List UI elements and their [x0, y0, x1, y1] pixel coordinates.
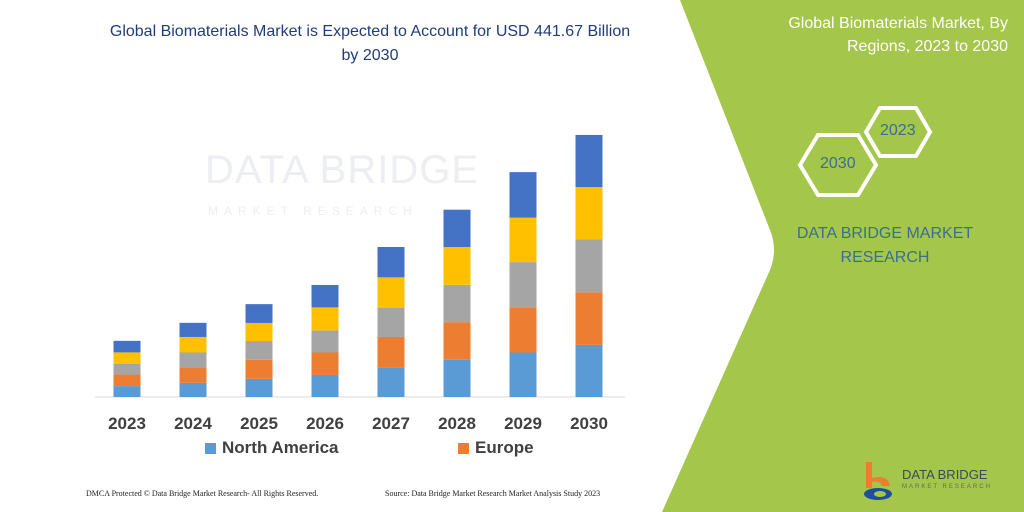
bar-segment-2030-series-1: [575, 292, 603, 345]
hex-label-2030: 2030: [820, 155, 856, 172]
x-tick-label: 2025: [240, 414, 278, 433]
logo-text: DATA BRIDGE: [902, 467, 988, 482]
side-panel-title: Global Biomaterials Market, By Regions, …: [788, 15, 1008, 55]
bar-segment-2023-series-2: [113, 363, 141, 375]
x-tick-label: 2023: [108, 414, 146, 433]
hexagon-2023: [863, 106, 933, 158]
watermark-text: DATA BRIDGE: [205, 148, 480, 192]
bar-segment-2028-series-2: [443, 284, 471, 323]
bar-segment-2030-series-3: [575, 187, 603, 240]
x-tick-label: 2030: [570, 414, 608, 433]
bar-segment-2025-series-1: [245, 359, 273, 379]
logo-icon: [864, 462, 892, 500]
bar-segment-2029-series-3: [509, 217, 537, 263]
bar-segment-2023-series-1: [113, 374, 141, 387]
bar-segment-2026-series-0: [311, 374, 339, 397]
chart-title: Global Biomaterials Market is Expected t…: [109, 23, 631, 64]
bar-segment-2028-series-0: [443, 359, 471, 397]
bar-segment-2027-series-4: [377, 246, 405, 278]
legend-label: Europe: [475, 438, 534, 457]
bar-segment-2023-series-3: [113, 352, 141, 364]
footer-copyright: DMCA Protected © Data Bridge Market Rese…: [86, 489, 319, 498]
bar-segment-2028-series-4: [443, 209, 471, 247]
bar-segment-2029-series-1: [509, 307, 537, 353]
legend-item-europe: Europe: [458, 438, 534, 458]
bar-segment-2026-series-2: [311, 330, 339, 353]
bar-segment-2028-series-3: [443, 246, 471, 285]
bar-segment-2025-series-3: [245, 322, 273, 342]
legend-label: North America: [222, 438, 339, 457]
bar-segment-2030-series-4: [575, 134, 603, 188]
bar-segment-2025-series-2: [245, 341, 273, 360]
bar-segment-2024-series-0: [179, 382, 207, 397]
bar-segment-2023-series-0: [113, 386, 141, 397]
bar-segment-2024-series-1: [179, 367, 207, 383]
hex-label-2023: 2023: [880, 122, 916, 139]
x-tick-label: 2029: [504, 414, 542, 433]
x-tick-label: 2026: [306, 414, 344, 433]
data-bridge-logo: DATA BRIDGE MARKET RESEARCH: [858, 460, 992, 502]
bar-segment-2026-series-4: [311, 284, 339, 308]
bar-segment-2030-series-2: [575, 239, 603, 293]
footer-source: Source: Data Bridge Market Research Mark…: [385, 489, 601, 498]
bar-segment-2023-series-4: [113, 340, 141, 353]
bar-segment-2026-series-1: [311, 352, 339, 375]
bar-segment-2027-series-0: [377, 367, 405, 397]
bar-segment-2025-series-4: [245, 304, 273, 323]
brand-text: DATA BRIDGE MARKET RESEARCH: [796, 225, 974, 266]
legend-swatch: [458, 442, 469, 454]
bar-segment-2027-series-3: [377, 277, 405, 308]
logo-subtext: MARKET RESEARCH: [902, 484, 992, 490]
legend-swatch: [205, 442, 216, 454]
bar-segment-2024-series-2: [179, 352, 207, 368]
bar-segment-2028-series-1: [443, 322, 471, 360]
x-tick-label: 2027: [372, 414, 410, 433]
bar-segment-2030-series-0: [575, 344, 603, 397]
bar-segment-2026-series-3: [311, 307, 339, 331]
bar-segment-2029-series-4: [509, 172, 537, 218]
bar-segment-2029-series-2: [509, 262, 537, 308]
bar-segment-2027-series-2: [377, 308, 405, 337]
bar-segment-2027-series-1: [377, 336, 405, 368]
legend-item-north-america: North America: [205, 438, 339, 458]
x-tick-label: 2024: [174, 414, 212, 433]
hexagon-2030: [797, 133, 879, 197]
bar-segment-2025-series-0: [245, 378, 273, 397]
bar-segment-2029-series-0: [509, 352, 537, 397]
x-tick-label: 2028: [438, 414, 476, 433]
bar-segment-2024-series-3: [179, 336, 207, 353]
stacked-bar-chart: 2023 2024 2025 2026 2027 2028 2029 2030: [95, 134, 625, 433]
bar-segment-2024-series-4: [179, 322, 207, 337]
watermark-subtext: MARKET RESEARCH: [208, 204, 418, 218]
